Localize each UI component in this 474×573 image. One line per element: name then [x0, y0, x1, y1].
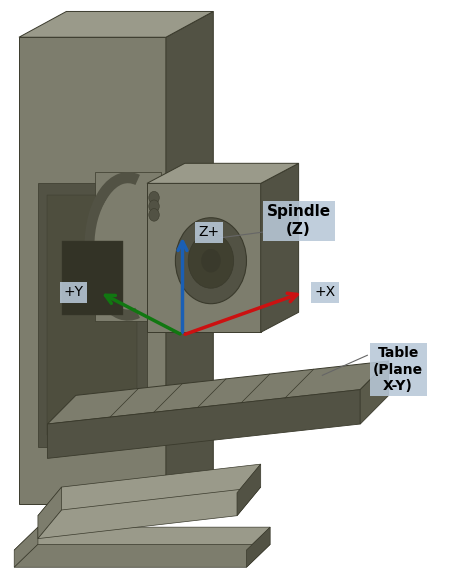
Polygon shape — [261, 163, 299, 332]
Polygon shape — [147, 163, 299, 183]
Polygon shape — [360, 361, 389, 424]
Polygon shape — [246, 527, 270, 567]
Text: +X: +X — [314, 285, 335, 299]
Text: Table
(Plane
X-Y): Table (Plane X-Y) — [373, 347, 423, 393]
Polygon shape — [19, 37, 166, 504]
Circle shape — [149, 209, 159, 221]
Circle shape — [149, 200, 159, 213]
Polygon shape — [14, 544, 270, 567]
Text: Spindle
(Z): Spindle (Z) — [266, 205, 331, 237]
Polygon shape — [14, 527, 38, 567]
Circle shape — [149, 191, 159, 204]
Text: +Y: +Y — [64, 285, 83, 299]
Polygon shape — [38, 183, 147, 447]
Polygon shape — [47, 390, 360, 458]
Polygon shape — [95, 172, 161, 321]
Polygon shape — [19, 11, 213, 37]
Circle shape — [175, 218, 246, 304]
Polygon shape — [47, 361, 389, 424]
Polygon shape — [147, 183, 261, 332]
Circle shape — [201, 249, 220, 272]
Polygon shape — [166, 11, 213, 504]
Circle shape — [188, 233, 234, 288]
Text: Z+: Z+ — [198, 225, 219, 239]
Polygon shape — [237, 464, 261, 516]
Polygon shape — [38, 464, 261, 516]
Polygon shape — [62, 241, 123, 315]
Polygon shape — [38, 487, 261, 539]
Polygon shape — [14, 527, 270, 550]
Polygon shape — [47, 195, 137, 435]
Polygon shape — [38, 487, 62, 539]
